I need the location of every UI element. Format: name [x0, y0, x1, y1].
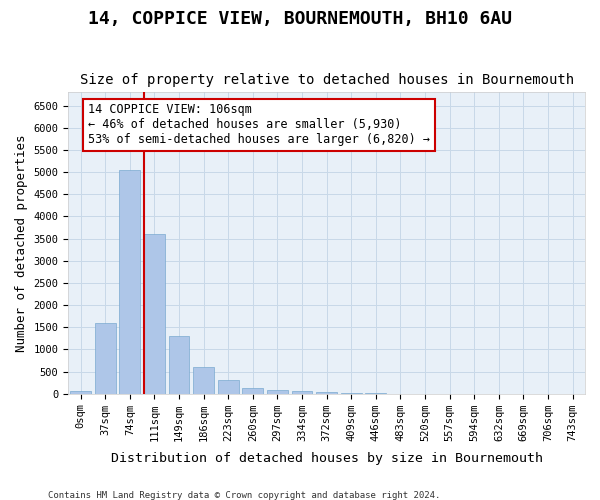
- Bar: [144, 234, 165, 394]
- Bar: [316, 392, 337, 394]
- X-axis label: Distribution of detached houses by size in Bournemouth: Distribution of detached houses by size …: [110, 452, 542, 465]
- Text: 14 COPPICE VIEW: 106sqm
← 46% of detached houses are smaller (5,930)
53% of semi: 14 COPPICE VIEW: 106sqm ← 46% of detache…: [88, 104, 430, 146]
- Text: 14, COPPICE VIEW, BOURNEMOUTH, BH10 6AU: 14, COPPICE VIEW, BOURNEMOUTH, BH10 6AU: [88, 10, 512, 28]
- Bar: [119, 170, 140, 394]
- Bar: [267, 390, 288, 394]
- Bar: [70, 392, 91, 394]
- Bar: [169, 336, 190, 394]
- Bar: [242, 388, 263, 394]
- Y-axis label: Number of detached properties: Number of detached properties: [15, 134, 28, 352]
- Bar: [292, 392, 313, 394]
- Bar: [95, 323, 116, 394]
- Bar: [193, 367, 214, 394]
- Text: Contains HM Land Registry data © Crown copyright and database right 2024.: Contains HM Land Registry data © Crown c…: [48, 490, 440, 500]
- Bar: [218, 380, 239, 394]
- Title: Size of property relative to detached houses in Bournemouth: Size of property relative to detached ho…: [80, 73, 574, 87]
